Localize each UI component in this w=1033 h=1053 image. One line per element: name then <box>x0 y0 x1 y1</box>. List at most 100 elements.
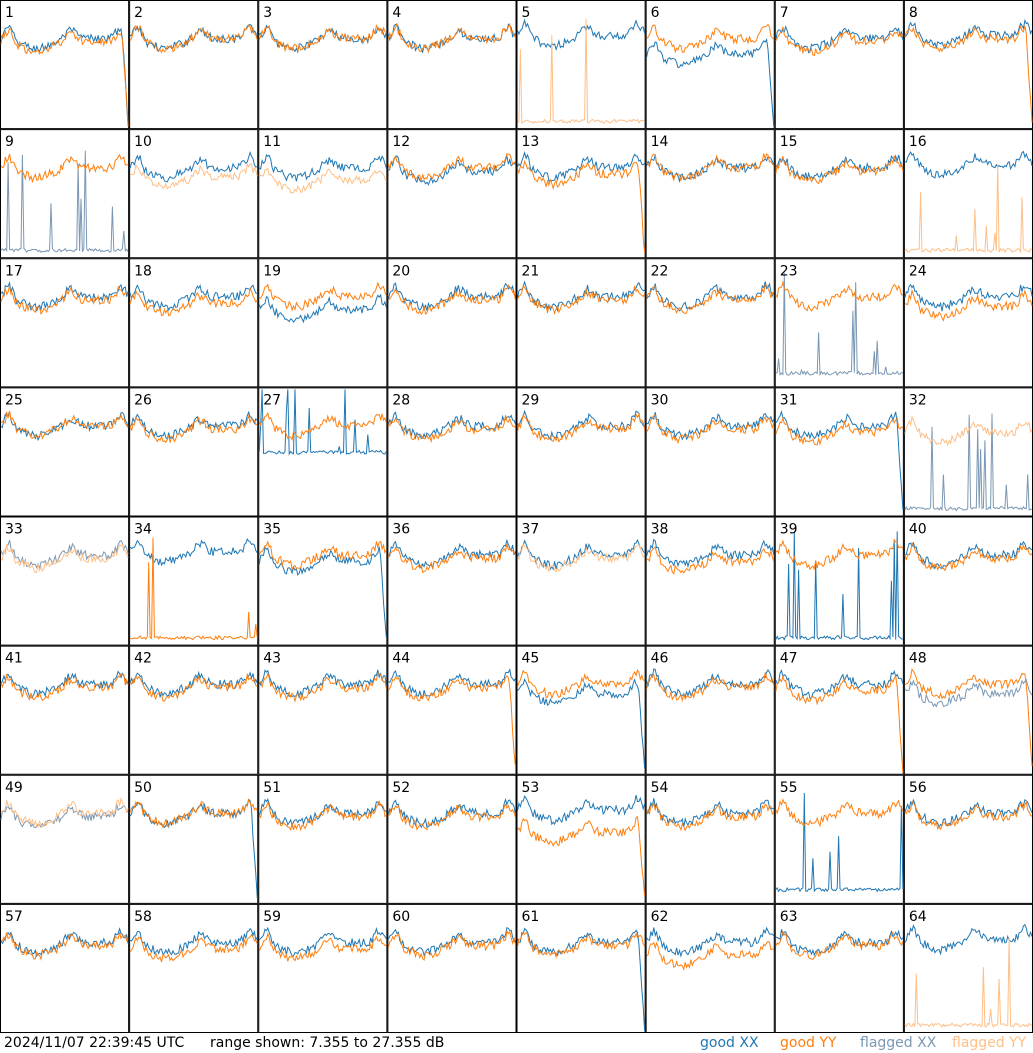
panel-frame <box>258 516 388 646</box>
panel-frame <box>903 0 1033 130</box>
panel-14: 14 <box>645 129 775 259</box>
panel-32-xx-line <box>904 413 1033 512</box>
panel-37: 37 <box>516 516 646 646</box>
panel-number: 64 <box>909 909 927 925</box>
panel-28: 28 <box>387 387 517 517</box>
panel-6: 6 <box>645 0 775 130</box>
panel-number: 54 <box>651 780 669 796</box>
panel-56-xx-line <box>904 798 1033 829</box>
panel-7-yy-line <box>775 26 904 57</box>
panel-41: 41 <box>0 645 130 775</box>
panel-frame <box>774 129 904 259</box>
panel-11-yy-line <box>258 167 387 194</box>
panel-frame <box>516 516 646 646</box>
panel-number: 1 <box>5 5 14 21</box>
panel-frame <box>645 258 775 388</box>
panel-20-yy-line <box>388 284 516 316</box>
panel-45-xx-line <box>517 678 646 769</box>
panel-38: 38 <box>645 516 775 646</box>
panel-number: 8 <box>909 5 918 21</box>
timestamp: 2024/11/07 22:39:45 UTC <box>4 1035 185 1051</box>
panel-frame <box>774 0 904 130</box>
panel-23-xx-line <box>775 272 904 377</box>
panel-19-yy-line <box>259 281 387 312</box>
panel-31: 31 <box>774 387 904 517</box>
panel-number: 42 <box>134 651 152 667</box>
panel-46: 46 <box>645 645 775 775</box>
panel-47-xx-line <box>775 669 904 700</box>
panel-number: 5 <box>522 5 531 21</box>
panel-12: 12 <box>387 129 517 259</box>
panel-21: 21 <box>516 258 646 388</box>
panel-7-xx-line <box>775 25 904 54</box>
panel-62: 62 <box>645 903 775 1033</box>
panel-51: 51 <box>258 774 388 904</box>
panel-38-yy-line <box>646 545 775 575</box>
panel-27-xx-line <box>258 389 387 456</box>
panel-frame <box>387 129 517 259</box>
panel-64-xx-line <box>904 923 1033 956</box>
panel-12-yy-line <box>387 153 516 182</box>
panel-52: 52 <box>387 774 517 904</box>
panel-19: 19 <box>258 258 388 388</box>
panel-21-xx-line <box>517 280 645 313</box>
panel-29-xx-line <box>517 409 645 441</box>
panel-10: 10 <box>129 129 259 259</box>
panel-frame <box>258 0 388 130</box>
panel-number: 4 <box>392 5 401 21</box>
panel-24-yy-line <box>904 288 1033 322</box>
panel-45: 45 <box>516 645 646 775</box>
panel-number: 7 <box>780 5 789 21</box>
panel-46-yy-line <box>646 672 775 703</box>
panel-number: 40 <box>909 522 927 538</box>
panel-8-yy-line <box>904 25 1033 123</box>
panel-frame <box>387 516 517 646</box>
panel-64-yy-line <box>904 937 1033 1028</box>
panel-47-yy-line <box>775 674 904 773</box>
panel-frame <box>645 645 775 775</box>
panel-30: 30 <box>645 387 775 517</box>
panel-61-yy-line <box>517 931 646 959</box>
panel-48: 48 <box>903 645 1033 775</box>
panel-number: 2 <box>134 5 143 21</box>
panel-51-yy-line <box>258 799 387 832</box>
panel-26-yy-line <box>129 413 258 444</box>
panel-28-yy-line <box>388 415 516 444</box>
panel-40: 40 <box>903 516 1033 646</box>
panel-48-xx-line <box>904 678 1033 708</box>
panel-2: 2 <box>129 0 259 130</box>
panel-frame <box>387 258 517 388</box>
panel-18-xx-line <box>129 284 258 312</box>
panel-58-yy-line <box>129 933 258 963</box>
panel-frame <box>0 903 130 1033</box>
panel-number: 17 <box>5 263 23 279</box>
panel-number: 63 <box>780 909 798 925</box>
panel-frame <box>258 129 388 259</box>
legend-flagged-yy: flagged YY <box>952 1035 1027 1051</box>
panel-16-xx-line <box>904 150 1033 179</box>
range-shown: range shown: 7.355 to 27.355 dB <box>210 1035 445 1051</box>
panel-number: 48 <box>909 651 927 667</box>
panel-26: 26 <box>129 387 259 517</box>
panel-number: 13 <box>522 134 540 150</box>
panel-number: 23 <box>780 263 798 279</box>
panel-44: 44 <box>387 645 517 775</box>
panel-number: 46 <box>651 651 669 667</box>
panel-40-xx-line <box>904 540 1033 570</box>
panel-19-xx-line <box>258 293 387 324</box>
panel-62-yy-line <box>646 940 774 971</box>
panel-frame <box>645 387 775 517</box>
panel-3-yy-line <box>258 24 387 53</box>
panel-frame <box>387 0 517 130</box>
panel-frame <box>387 774 517 904</box>
panel-number: 36 <box>392 522 410 538</box>
panel-18: 18 <box>129 258 259 388</box>
panel-45-yy-line <box>517 668 645 700</box>
panel-number: 59 <box>263 909 281 925</box>
panel-frame <box>258 387 388 517</box>
panel-55-xx-line <box>775 792 904 893</box>
panel-frame <box>0 387 130 517</box>
panel-16: 16 <box>903 129 1033 259</box>
panel-number: 24 <box>909 263 927 279</box>
panel-frame <box>516 774 646 904</box>
